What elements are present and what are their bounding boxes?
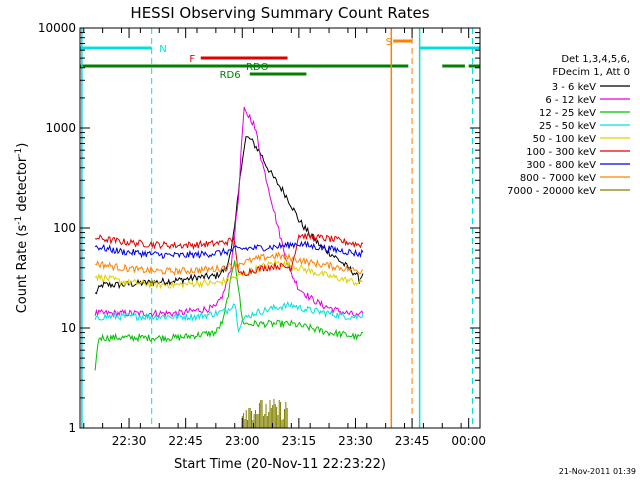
y-tick-label: 100 [53, 221, 76, 235]
x-axis-label: Start Time (20-Nov-11 22:23:22) [174, 457, 386, 472]
y-tick-label: 10000 [38, 21, 76, 35]
y-axis-label-main: Count Rate (s [15, 225, 30, 314]
series-line-800-7000-kev [94, 251, 364, 276]
y-axis-label-mid: detector [15, 156, 30, 216]
legend-label-6-12-kev: 6 - 12 keV [545, 95, 596, 106]
x-tick-label: 23:30 [338, 434, 373, 448]
x-axis: 22:30 22:45 23:00 23:15 23:30 23:45 00:00 [83, 28, 486, 448]
series-line-3-6-kev [94, 136, 364, 295]
flag-bars: N F RDO RD6 S [80, 37, 480, 81]
legend-label-800-7000-kev: 800 - 7000 keV [520, 173, 596, 184]
series-line-100-300-kev [94, 232, 364, 277]
legend-label-300-800-kev: 300 - 800 keV [526, 160, 596, 171]
x-tick-label: 22:30 [112, 434, 147, 448]
legend-label-100-300-kev: 100 - 300 keV [526, 147, 596, 158]
x-tick-label: 23:15 [282, 434, 317, 448]
y-tick-label: 10 [61, 321, 76, 335]
legend: Det 1,3,4,5,6, FDecim 1, Att 0 3 - 6 keV… [507, 54, 630, 197]
legend-label-12-25-kev: 12 - 25 keV [539, 108, 596, 119]
y-axis-label-sup1: -1 [14, 216, 24, 225]
flare-bars [241, 399, 288, 428]
y-tick-label: 1000 [45, 121, 76, 135]
x-tick-label: 00:00 [451, 434, 486, 448]
legend-label-7000-20000-kev: 7000 - 20000 keV [507, 186, 596, 197]
series-line-50-100-kev [94, 259, 364, 290]
x-tick-label: 23:45 [395, 434, 430, 448]
flag-label-f: F [189, 54, 195, 65]
y-axis-label-sup2: -1 [14, 148, 24, 157]
y-axis: 1 10 100 1000 10000 [38, 21, 480, 435]
y-axis-label: Count Rate (s-1 detector-1) [14, 143, 30, 314]
vertical-markers [81, 28, 473, 428]
legend-header-line-2: FDecim 1, Att 0 [552, 67, 630, 78]
legend-label-25-50-kev: 25 - 50 keV [539, 121, 596, 132]
legend-label-50-100-kev: 50 - 100 keV [533, 134, 597, 145]
x-tick-label: 23:00 [225, 434, 260, 448]
x-tick-label: 22:45 [168, 434, 203, 448]
y-axis-label-end: ) [15, 143, 30, 148]
flag-label-rd6: RD6 [220, 70, 241, 81]
flag-label-n: N [159, 44, 166, 55]
flag-label-rdo: RDO [246, 62, 269, 73]
y-tick-label: 1 [68, 421, 76, 435]
series-line-6-12-kev [94, 106, 364, 319]
chart-title: HESSI Observing Summary Count Rates [130, 4, 429, 22]
legend-label-3-6-kev: 3 - 6 keV [552, 82, 596, 93]
series-line-25-50-kev [94, 300, 364, 334]
date-stamp: 21-Nov-2011 01:39 [559, 467, 636, 476]
legend-header-line-1: Det 1,3,4,5,6, [561, 54, 630, 65]
series-line-300-800-kev [94, 240, 364, 260]
series-line-12-25-kev [94, 260, 364, 371]
series-lines [94, 106, 364, 371]
flag-label-s: S [386, 37, 392, 48]
